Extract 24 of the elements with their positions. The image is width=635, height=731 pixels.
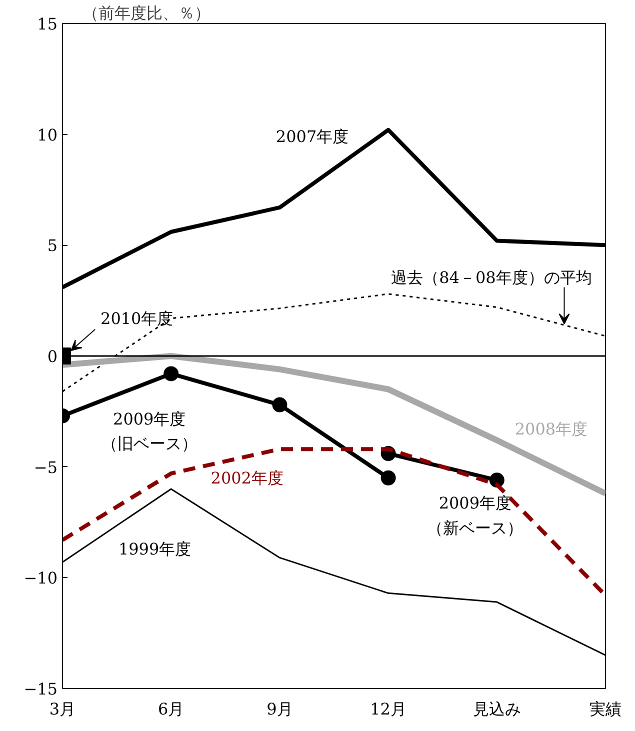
point <box>380 470 396 486</box>
x-tick-label: 12月 <box>370 700 406 718</box>
x-tick-label: 9月 <box>266 700 293 718</box>
series-label: 過去（84－08年度）の平均 <box>391 268 592 287</box>
series-label: 2008年度 <box>514 420 588 439</box>
x-tick-label: 3月 <box>49 700 76 718</box>
y-tick-label: 0 <box>47 347 58 366</box>
y-axis-title: （前年度比、％） <box>82 4 210 22</box>
y-tick-label: 10 <box>37 125 58 144</box>
y-tick-label: 15 <box>37 14 58 34</box>
y-tick-label: −10 <box>24 568 58 588</box>
series-label: 1999年度 <box>118 539 192 558</box>
series-label: 2009年度（新ベース） <box>427 494 524 538</box>
series-label: 2007年度 <box>276 127 349 146</box>
y-tick-label: −5 <box>34 458 58 477</box>
series-label: 2002年度 <box>210 468 284 488</box>
text: 2010年度 <box>100 308 174 328</box>
y-tick-label: 5 <box>47 236 58 256</box>
x-tick-label: 実績 <box>590 700 622 718</box>
series-label: 2009年度（旧ベース） <box>101 410 198 454</box>
x-tick-label: 6月 <box>158 700 184 718</box>
x-tick-label: 見込み <box>472 700 521 718</box>
y-tick-label: −15 <box>24 680 58 698</box>
point <box>272 397 288 412</box>
